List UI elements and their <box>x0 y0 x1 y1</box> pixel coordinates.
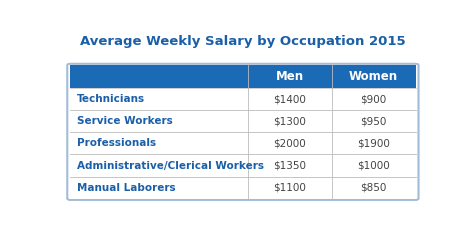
Text: $1300: $1300 <box>273 117 306 126</box>
Text: Professionals: Professionals <box>77 139 156 148</box>
Text: $1900: $1900 <box>357 139 390 148</box>
Text: $850: $850 <box>361 182 387 193</box>
Text: Technicians: Technicians <box>77 94 145 104</box>
Bar <box>70 65 416 88</box>
Text: $2000: $2000 <box>273 139 306 148</box>
Text: $1000: $1000 <box>357 160 390 171</box>
Text: $950: $950 <box>361 117 387 126</box>
FancyBboxPatch shape <box>67 64 419 200</box>
Text: Women: Women <box>349 70 398 83</box>
Text: Average Weekly Salary by Occupation 2015: Average Weekly Salary by Occupation 2015 <box>80 35 406 48</box>
Text: $900: $900 <box>361 94 387 104</box>
Text: Service Workers: Service Workers <box>77 117 173 126</box>
Text: Men: Men <box>276 70 304 83</box>
Text: Administrative/Clerical Workers: Administrative/Clerical Workers <box>77 160 264 171</box>
Text: $1400: $1400 <box>273 94 306 104</box>
Text: $1100: $1100 <box>273 182 306 193</box>
Text: $1350: $1350 <box>273 160 307 171</box>
Text: Manual Laborers: Manual Laborers <box>77 182 175 193</box>
